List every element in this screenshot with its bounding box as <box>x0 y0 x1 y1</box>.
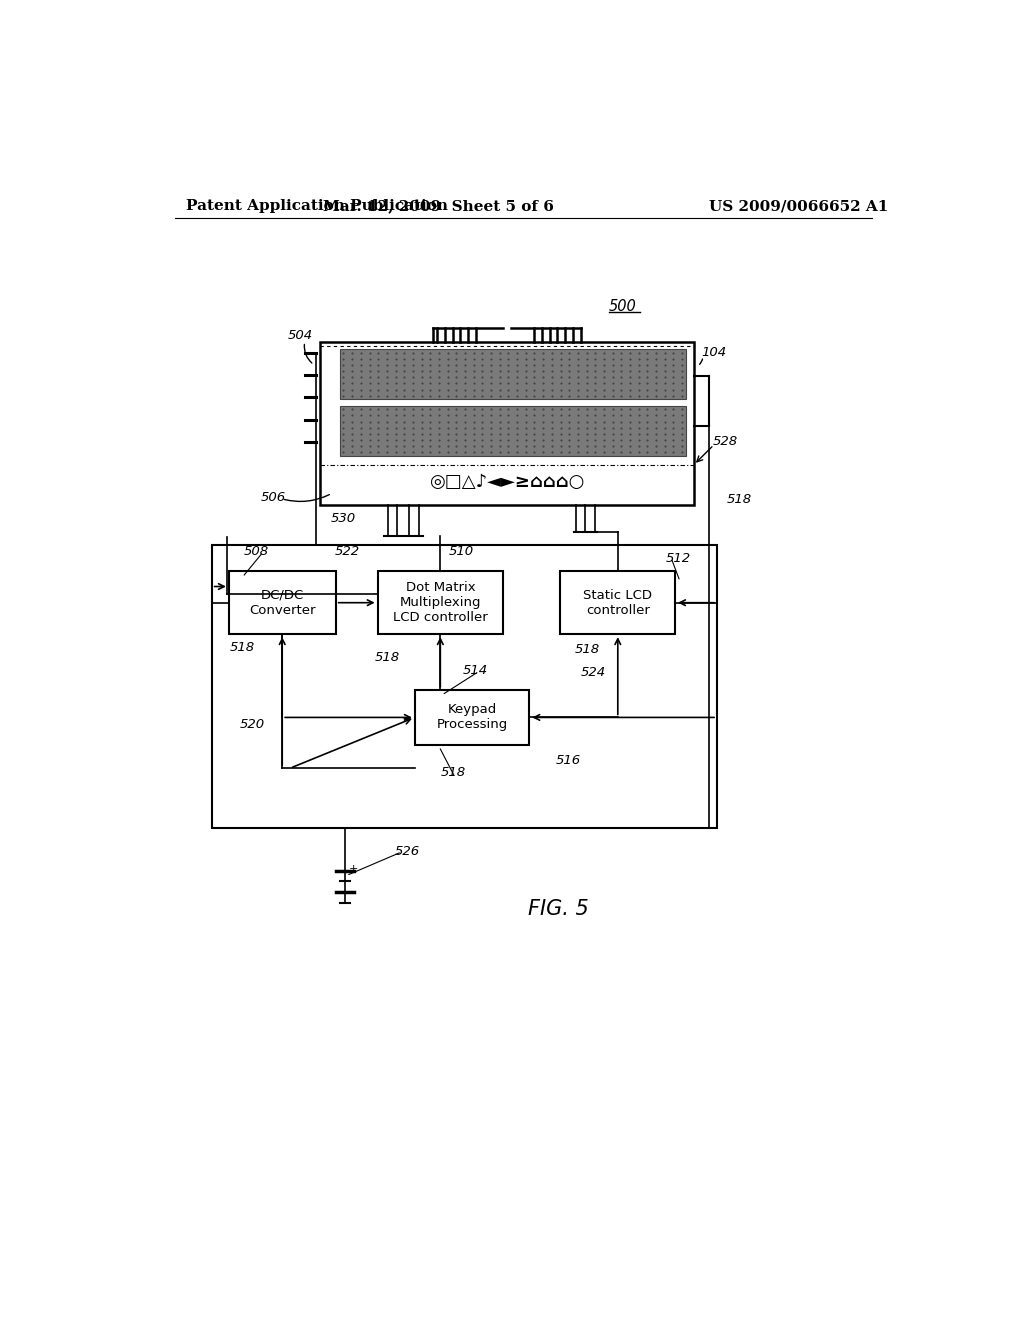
Text: 522: 522 <box>335 545 359 557</box>
Bar <box>378 572 503 635</box>
Text: 524: 524 <box>581 667 605 680</box>
Text: DC/DC
Converter: DC/DC Converter <box>249 589 315 616</box>
Text: Mar. 12, 2009  Sheet 5 of 6: Mar. 12, 2009 Sheet 5 of 6 <box>323 199 553 213</box>
Text: Patent Application Publication: Patent Application Publication <box>186 199 449 213</box>
Bar <box>228 572 336 635</box>
Text: 512: 512 <box>666 552 691 565</box>
Text: Static LCD
controller: Static LCD controller <box>584 589 652 616</box>
Bar <box>560 572 675 635</box>
Text: 526: 526 <box>394 845 420 858</box>
Text: 104: 104 <box>701 346 727 359</box>
Bar <box>340 350 686 400</box>
Text: ◎□△♪◄►≥⌂⌂⌂○: ◎□△♪◄►≥⌂⌂⌂○ <box>429 473 585 491</box>
Text: 518: 518 <box>441 767 466 779</box>
Text: 528: 528 <box>713 436 738 449</box>
Text: 508: 508 <box>244 545 268 557</box>
Bar <box>212 545 717 829</box>
Text: US 2009/0066652 A1: US 2009/0066652 A1 <box>710 199 889 213</box>
Text: 506: 506 <box>261 491 287 504</box>
Text: 510: 510 <box>449 545 474 557</box>
Text: 518: 518 <box>575 643 600 656</box>
Text: 504: 504 <box>288 329 312 342</box>
Text: Dot Matrix
Multiplexing
LCD controller: Dot Matrix Multiplexing LCD controller <box>393 581 487 624</box>
Text: 518: 518 <box>727 492 753 506</box>
Text: 514: 514 <box>463 664 487 677</box>
Text: 520: 520 <box>240 718 264 731</box>
Text: Keypad
Processing: Keypad Processing <box>436 704 508 731</box>
Text: FIG. 5: FIG. 5 <box>527 899 589 919</box>
Text: +: + <box>349 865 358 874</box>
Bar <box>340 405 686 455</box>
Text: 500: 500 <box>608 298 636 314</box>
Text: 516: 516 <box>556 754 581 767</box>
Text: 518: 518 <box>375 651 400 664</box>
Text: 530: 530 <box>331 512 356 525</box>
Bar <box>415 690 529 744</box>
Text: 518: 518 <box>230 640 255 653</box>
Bar <box>321 342 693 506</box>
